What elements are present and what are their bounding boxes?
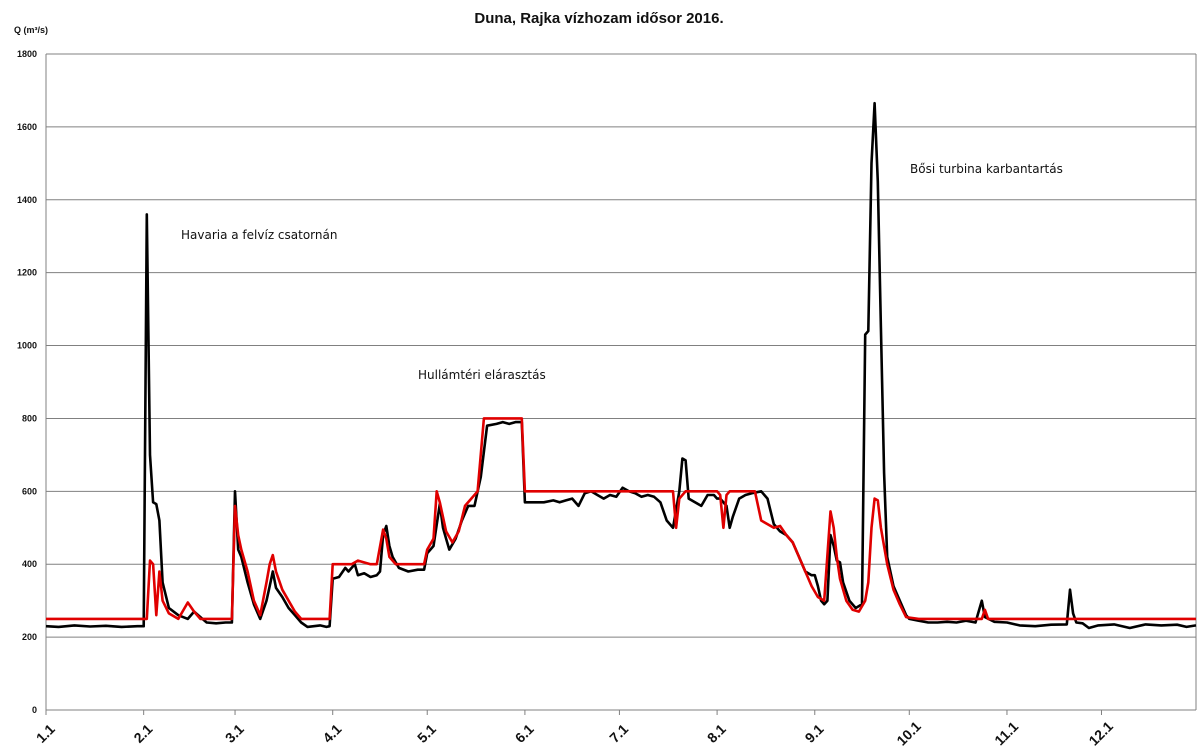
x-tick-label: 12.1 bbox=[1085, 718, 1116, 749]
x-tick-label: 8.1 bbox=[704, 721, 729, 746]
y-tick-label: 0 bbox=[32, 705, 37, 715]
y-tick-label: 200 bbox=[22, 632, 37, 642]
x-tick-label: 9.1 bbox=[802, 721, 827, 746]
y-tick-label: 600 bbox=[22, 486, 37, 496]
x-tick-label: 1.1 bbox=[33, 721, 58, 746]
series-line-2 bbox=[46, 417, 1196, 621]
annotation-havaria: Havaria a felvíz csatornán bbox=[181, 228, 338, 242]
y-tick-label: 1000 bbox=[17, 341, 37, 351]
x-tick-label: 2.1 bbox=[130, 721, 155, 746]
y-tick-label: 1800 bbox=[17, 49, 37, 59]
x-tick-label: 11.1 bbox=[991, 718, 1021, 748]
y-tick-label: 1200 bbox=[17, 268, 37, 278]
x-tick-label: 4.1 bbox=[319, 721, 344, 746]
y-axis-label: Q (m³/s) bbox=[14, 25, 49, 35]
x-tick-label: 5.1 bbox=[414, 721, 439, 746]
y-tick-label: 800 bbox=[22, 413, 37, 423]
chart-title: Duna, Rajka vízhozam idősor 2016. bbox=[474, 10, 724, 27]
y-tick-label: 400 bbox=[22, 559, 37, 569]
x-tick-label: 10.1 bbox=[893, 718, 924, 749]
x-tick-label: 7.1 bbox=[606, 721, 631, 746]
x-tick-label: 3.1 bbox=[222, 721, 247, 746]
y-tick-label: 1600 bbox=[17, 122, 37, 132]
annotation-bosi-turbina: Bősi turbina karbantartás bbox=[910, 162, 1063, 176]
annotation-hullamteri: Hullámtéri elárasztás bbox=[418, 368, 546, 382]
x-tick-label: 6.1 bbox=[512, 721, 537, 746]
y-tick-label: 1400 bbox=[17, 195, 37, 205]
series-line-1 bbox=[45, 101, 1197, 630]
